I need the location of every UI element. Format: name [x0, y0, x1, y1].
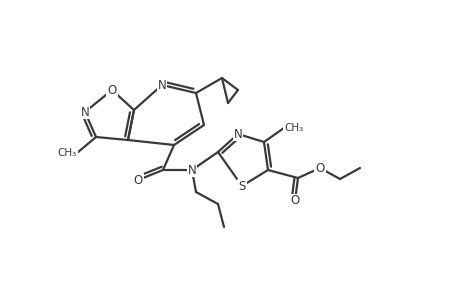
Text: CH₃: CH₃ [58, 148, 77, 158]
Text: S: S [238, 179, 245, 193]
Text: O: O [107, 83, 117, 97]
Text: N: N [187, 164, 196, 176]
Text: O: O [290, 194, 299, 208]
Text: CH₃: CH₃ [283, 123, 302, 133]
Text: O: O [315, 161, 324, 175]
Text: N: N [233, 128, 242, 140]
Text: N: N [80, 106, 89, 118]
Text: O: O [133, 173, 142, 187]
Text: N: N [157, 79, 166, 92]
